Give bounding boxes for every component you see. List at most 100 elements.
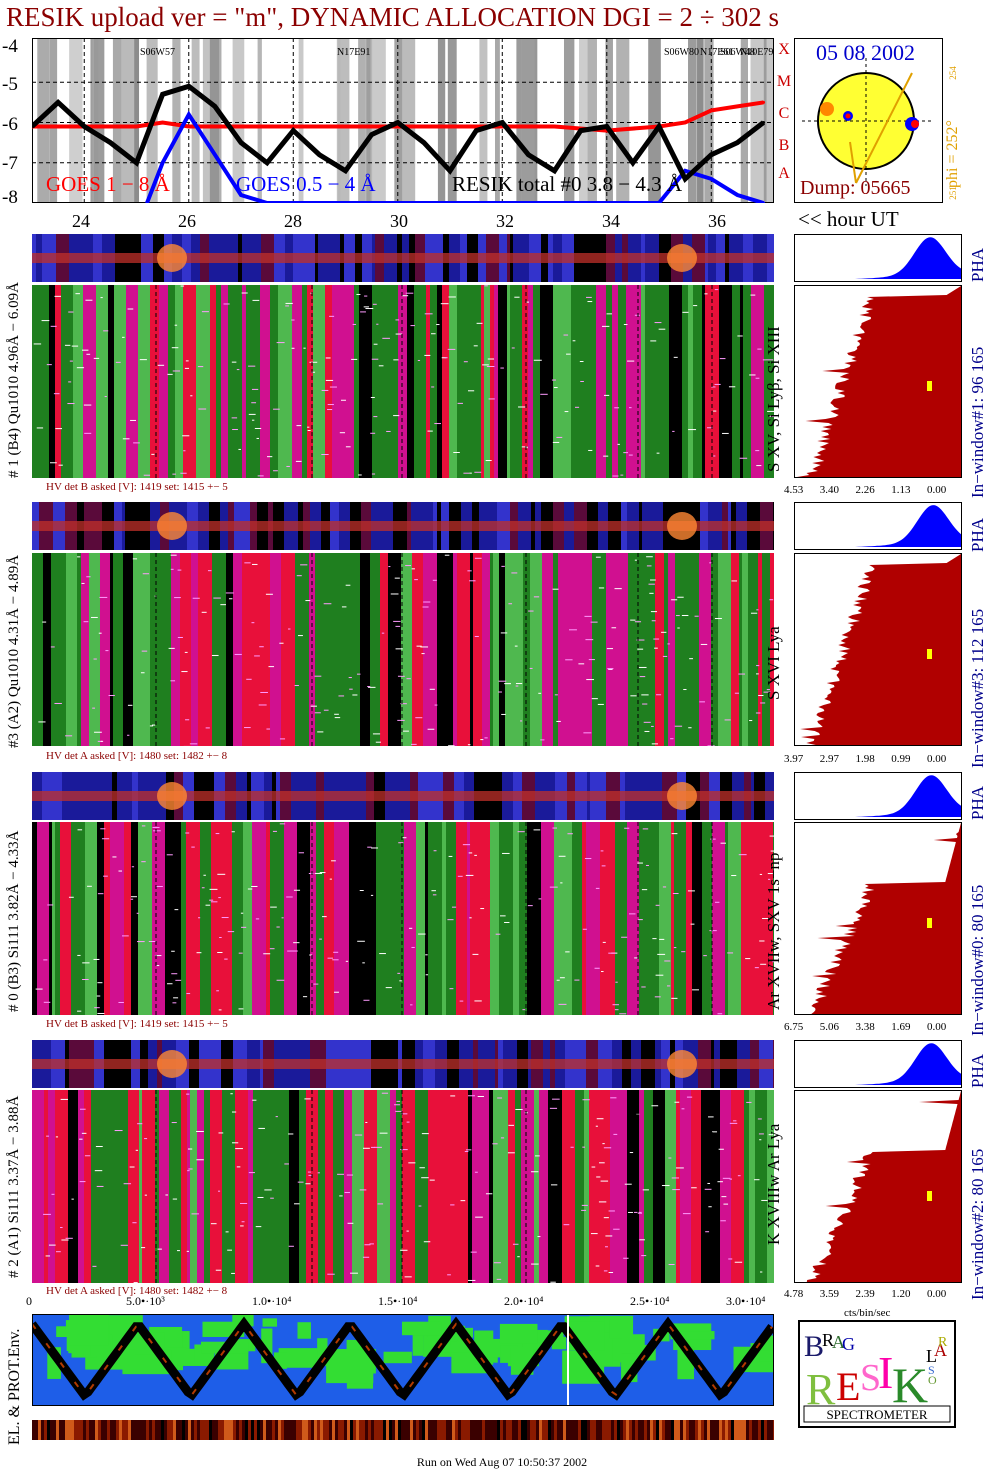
spectrogram-column	[175, 285, 183, 478]
spectrogram-speck	[533, 596, 540, 598]
spectrogram-column	[758, 553, 762, 746]
spectrogram-speck	[574, 406, 580, 408]
spectrogram-speck	[563, 334, 569, 336]
spectrogram-speck	[41, 320, 50, 322]
env-strip-cell	[416, 1420, 419, 1440]
spectrogram-speck	[338, 695, 345, 697]
spectrogram-speck	[177, 1250, 180, 1252]
series-point	[187, 84, 191, 88]
spectrogram-speck	[397, 972, 401, 974]
env-strip-cell	[701, 1420, 704, 1440]
spectrogram-column	[37, 285, 41, 478]
ion-label: S XV, Si Lyβ, Si XIII	[764, 326, 783, 472]
env-strip-cell	[299, 1420, 302, 1440]
spectrogram-column	[243, 822, 252, 1015]
flare-class-letters: X M C B A	[776, 40, 792, 184]
spectrogram-speck	[171, 1122, 177, 1124]
spectrogram-speck	[81, 1132, 87, 1134]
spectrogram-speck	[266, 456, 273, 458]
spectrogram-speck	[363, 999, 370, 1001]
spectrogram-speck	[372, 733, 381, 735]
spectrogram-speck	[447, 1274, 451, 1276]
spectrogram-column	[100, 553, 110, 746]
spectrogram-speck	[171, 347, 179, 349]
spectrogram-column	[32, 285, 37, 478]
spectrogram-speck	[84, 1155, 91, 1157]
env-strip-cell	[68, 1420, 71, 1440]
spectrogram-speck	[628, 1211, 633, 1213]
env-strip-cell	[164, 1420, 167, 1440]
env-strip-cell	[632, 1420, 635, 1440]
spectrogram-speck	[758, 1133, 764, 1135]
spectrogram-speck	[157, 364, 165, 366]
spectrogram-column	[104, 1090, 109, 1283]
spectrogram-column	[175, 553, 180, 746]
series-point	[709, 153, 713, 157]
spectrogram-speck	[514, 296, 520, 298]
spectrogram-column	[242, 553, 255, 746]
spectrogram-speck	[167, 373, 173, 375]
spectrogram-column	[442, 822, 446, 1015]
spectrogram-column	[627, 1090, 639, 1283]
env-strip-cell	[158, 1420, 161, 1440]
spectrogram-speck	[220, 604, 226, 606]
env-strip-cell	[248, 1420, 251, 1440]
env-strip-cell	[602, 1420, 605, 1440]
env-region	[402, 1321, 442, 1336]
spectrogram-speck	[141, 650, 148, 652]
env-strip-cell	[62, 1420, 65, 1440]
spectrogram-speck	[231, 361, 237, 363]
spectrogram-speck	[465, 1149, 472, 1151]
spectrogram-column	[541, 822, 554, 1015]
spectrogram-speck	[535, 1155, 540, 1157]
data-gap-band	[257, 38, 262, 203]
spectrogram-speck	[488, 398, 495, 400]
spectrogram-column	[221, 285, 228, 478]
spectrogram-speck	[157, 1248, 162, 1250]
spectrogram-speck	[390, 593, 399, 595]
spectrogram-speck	[58, 464, 63, 466]
x-tick: 2.39	[855, 1288, 875, 1300]
spectrogram-speck	[756, 673, 759, 675]
spectrogram-speck	[264, 1189, 272, 1191]
spectrogram-speck	[224, 958, 228, 960]
env-strip-cell	[464, 1420, 467, 1440]
series-point	[683, 169, 687, 173]
spectrogram-speck	[637, 648, 644, 650]
x-tick: 2.97	[819, 753, 839, 765]
series-point	[474, 129, 478, 133]
data-gap-band	[298, 38, 304, 203]
spectrogram-speck	[472, 953, 479, 955]
spectrogram-column	[334, 822, 346, 1015]
series-point	[161, 121, 165, 125]
spectrogram-column	[200, 822, 211, 1015]
spectrogram-column	[124, 822, 131, 1015]
spectrogram-speck	[122, 438, 130, 440]
pha-histogram	[794, 502, 962, 550]
spectrogram-column	[228, 1090, 235, 1283]
spectrogram-speck	[431, 386, 435, 388]
spectrogram-speck	[341, 606, 347, 608]
spectrogram-speck	[761, 1199, 768, 1201]
spectrogram-column	[284, 822, 297, 1015]
spectrogram-speck	[68, 381, 72, 383]
spectrogram-speck	[252, 1099, 257, 1101]
spectrogram-column	[653, 822, 659, 1015]
spectrogram-speck	[713, 455, 716, 457]
data-gap-band	[521, 38, 535, 203]
spectrogram-column	[584, 285, 596, 478]
spectrogram-speck	[92, 1265, 97, 1267]
env-strip-cell	[269, 1420, 272, 1440]
spectrogram-column	[401, 553, 406, 746]
spectrogram-speck	[105, 650, 109, 652]
spectrogram-speck	[151, 724, 156, 726]
spectrogram-speck	[650, 611, 657, 613]
spectrogram-speck	[754, 1179, 760, 1181]
spectrogram-column	[284, 553, 295, 746]
spectrogram-speck	[55, 1251, 61, 1253]
spectrogram-speck	[604, 394, 610, 396]
units-label: cts/bin/sec	[844, 1307, 891, 1319]
env-strip-cell	[533, 1420, 536, 1440]
spectrogram-column	[89, 553, 100, 746]
spectrogram-column	[73, 285, 83, 478]
